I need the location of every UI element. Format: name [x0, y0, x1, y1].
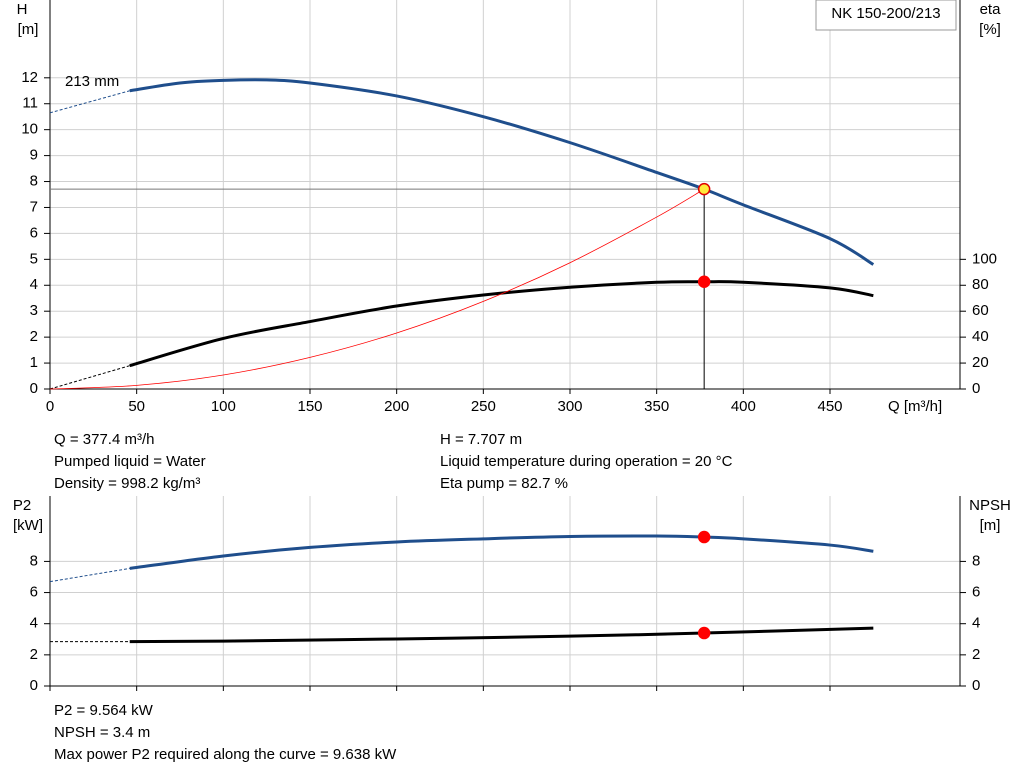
- curve-annotation: 213 mm: [65, 73, 119, 90]
- y-tick-label: 1: [30, 354, 38, 371]
- curve: [49, 188, 705, 390]
- curve: [49, 365, 130, 390]
- y-tick-label: 5: [30, 250, 38, 267]
- y-tick-label: 4: [30, 276, 38, 293]
- y-tick-label: 4: [30, 615, 38, 632]
- info-text: NPSH = 3.4 m: [54, 724, 150, 741]
- curve: [129, 280, 874, 368]
- y2-tick-label: 60: [972, 302, 989, 319]
- y-tick-label: 10: [21, 121, 38, 138]
- info-text: P2 = 9.564 kW: [54, 702, 154, 719]
- x-tick-label: 200: [384, 398, 409, 415]
- y-tick-label: 0: [30, 380, 38, 397]
- y2-tick-label: 100: [972, 250, 997, 267]
- info-text: H = 7.707 m: [440, 431, 522, 448]
- x-tick-label: 450: [817, 398, 842, 415]
- x-tick-label: 300: [557, 398, 582, 415]
- operating-point: [697, 182, 711, 196]
- x-tick-label: 250: [471, 398, 496, 415]
- curve: [49, 90, 130, 114]
- x-tick-label: 350: [644, 398, 669, 415]
- y-tick-label: 0: [30, 677, 38, 694]
- y2-tick-label: 40: [972, 328, 989, 345]
- y2-tick-label: 0: [972, 677, 980, 694]
- y2-tick-label: 80: [972, 276, 989, 293]
- operating-point: [697, 530, 711, 544]
- curve: [129, 534, 874, 570]
- curve: [49, 567, 130, 583]
- y2-axis-label: eta: [980, 1, 1002, 18]
- y-tick-label: 11: [22, 95, 38, 112]
- chart-panel: 0 50 100 150 200 250 300 350 400 4500123456789101…: [17, 0, 1002, 492]
- y-tick-label: 2: [30, 646, 38, 663]
- curve: [129, 78, 875, 266]
- y2-axis-unit: [m]: [980, 517, 1001, 534]
- y-tick-label: 2: [30, 328, 38, 345]
- x-axis-label: Q [m³/h]: [888, 398, 942, 415]
- chart-panel: 0 2 4 6 8 0 2 4 6 8 P2 [kW] NPSH [m] P2 = 9.564 kW NPSH…: [13, 496, 1011, 763]
- y-axis-unit: [kW]: [13, 517, 43, 534]
- y2-tick-label: 6: [972, 584, 980, 601]
- info-text: Q = 377.4 m³/h: [54, 431, 154, 448]
- operating-point: [697, 275, 711, 289]
- curve: [129, 626, 874, 644]
- x-tick-label: 400: [731, 398, 756, 415]
- y2-tick-label: 8: [972, 552, 980, 569]
- x-tick-label: 0: [46, 398, 54, 415]
- info-text: Liquid temperature during operation = 20…: [440, 453, 733, 470]
- x-tick-label: 100: [211, 398, 236, 415]
- info-text: Density = 998.2 kg/m³: [54, 475, 200, 492]
- y-tick-label: 6: [30, 584, 38, 601]
- y2-tick-label: 0: [972, 380, 980, 397]
- y-axis-label: P2: [13, 497, 31, 514]
- y-axis-label: H: [17, 1, 28, 18]
- y2-tick-label: 4: [972, 615, 980, 632]
- info-text: Max power P2 required along the curve = …: [54, 746, 397, 763]
- x-tick-label: 150: [297, 398, 322, 415]
- y-tick-label: 3: [30, 302, 38, 319]
- y2-tick-label: 2: [972, 646, 980, 663]
- x-tick-label: 50: [128, 398, 145, 415]
- operating-point: [697, 626, 711, 640]
- info-text: Pumped liquid = Water: [54, 453, 206, 470]
- y2-tick-label: 20: [972, 354, 989, 371]
- y-axis-unit: [m]: [18, 21, 39, 38]
- y-tick-label: 8: [30, 173, 38, 190]
- y-tick-label: 9: [30, 147, 38, 164]
- y-tick-label: 12: [21, 69, 38, 86]
- y2-axis-label: NPSH: [969, 497, 1011, 514]
- y-tick-label: 7: [30, 198, 38, 215]
- legend-text: NK 150-200/213: [831, 5, 940, 22]
- y2-axis-unit: [%]: [979, 21, 1001, 38]
- y-tick-label: 6: [30, 224, 38, 241]
- y-tick-label: 8: [30, 552, 38, 569]
- info-text: Eta pump = 82.7 %: [440, 475, 568, 492]
- legend-box: [815, 0, 957, 31]
